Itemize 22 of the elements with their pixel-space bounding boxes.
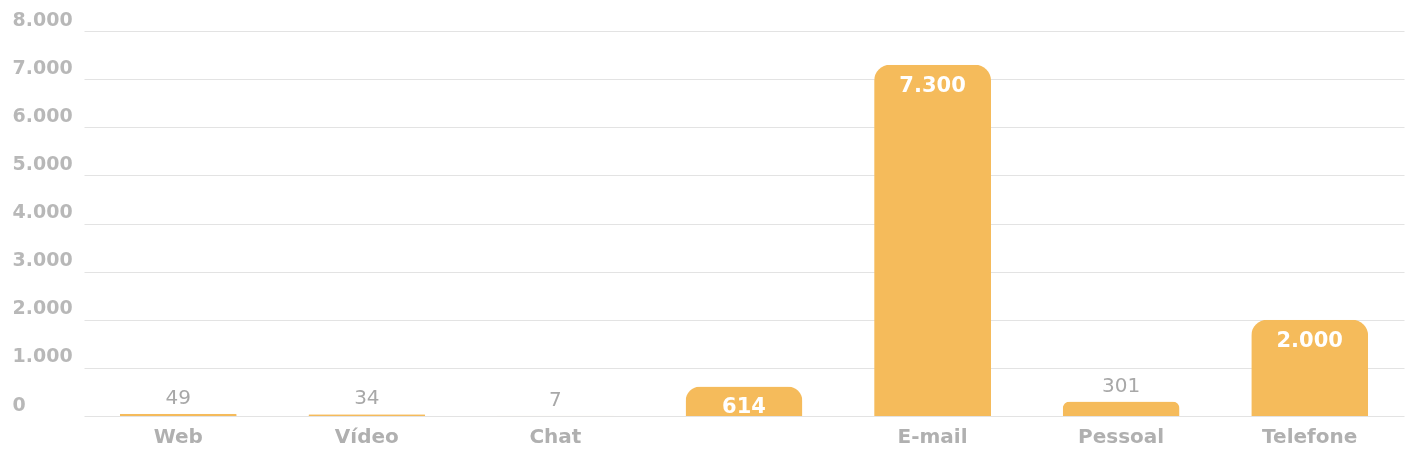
data-label: 301 (1102, 372, 1141, 397)
y-tick-label: 1.000 (12, 344, 73, 367)
y-tick-label: 4.000 (12, 200, 73, 222)
data-label: 7 (549, 386, 562, 411)
y-tick-label: 0 (12, 392, 26, 415)
x-tick-label: Chat (529, 423, 582, 448)
y-tick-label: 6.000 (12, 103, 73, 126)
y-tick-label: 3.000 (12, 248, 73, 271)
y-tick-label: 7.000 (12, 55, 73, 78)
y-tick-label: 2.000 (12, 296, 73, 319)
data-label: 614 (722, 394, 766, 419)
data-label: 7.300 (899, 72, 966, 97)
x-tick-label: Web (153, 423, 203, 448)
y-tick-label: 8.000 (12, 7, 73, 30)
x-tick-label: Pessoal (1078, 423, 1165, 448)
data-label: 34 (354, 385, 380, 410)
x-tick-label: Telefone (1262, 423, 1358, 448)
x-tick-label: Vídeo (334, 423, 399, 448)
data-label: 2.000 (1276, 327, 1343, 352)
data-label: 49 (165, 384, 192, 409)
y-tick-label: 5.000 (12, 151, 73, 174)
x-tick-label: E-mail (897, 423, 968, 448)
